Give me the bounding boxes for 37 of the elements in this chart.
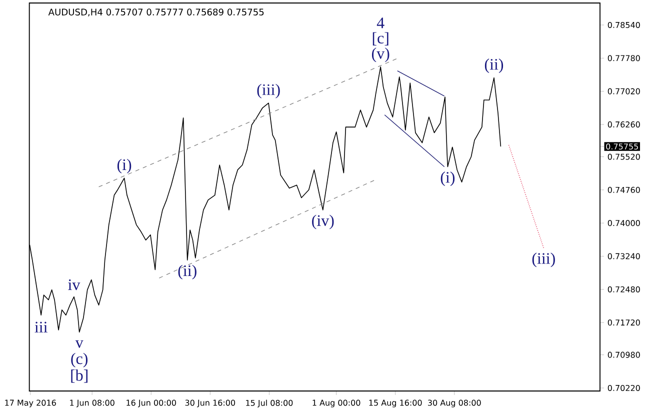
- y-tick-label: 0.70980: [608, 352, 640, 358]
- x-tick-label: 1 Jun 08:00: [70, 400, 114, 408]
- annotation: (iii): [532, 252, 555, 268]
- annotation: (c): [71, 352, 88, 368]
- annotation: 4: [376, 18, 384, 28]
- annotation: [c]: [372, 32, 388, 46]
- annotation: iii: [34, 322, 48, 332]
- y-tick-label: 0.77020: [608, 88, 640, 94]
- annotation: (i): [117, 158, 132, 174]
- x-tick-label: 16 Jun 00:00: [126, 400, 176, 408]
- x-tick-label: 30 Jun 16:00: [185, 400, 236, 408]
- annotation: (iv): [312, 214, 334, 230]
- y-tick-label: 0.74000: [608, 220, 640, 226]
- annotation: [b]: [71, 370, 88, 383]
- y-tick-label: 0.74760: [608, 186, 640, 193]
- y-tick-label: 0.77780: [608, 55, 640, 62]
- y-tick-label: 0.75755: [606, 143, 638, 150]
- x-tick-label: 30 Aug 08:00: [428, 400, 481, 408]
- annotation: (v): [372, 48, 390, 62]
- y-tick-label: 0.70220: [608, 384, 640, 391]
- y-tick-label: 0.73240: [608, 253, 640, 260]
- y-tick-label: 0.78540: [608, 22, 640, 28]
- y-tick-label: 0.72480: [608, 286, 640, 292]
- y-tick-label: 0.76260: [608, 121, 640, 128]
- annotation: (iii): [257, 84, 280, 98]
- x-tick-label: 17 May 2016: [5, 400, 56, 408]
- annotation: v: [75, 340, 84, 348]
- x-tick-label: 15 Aug 16:00: [369, 400, 422, 408]
- annotation: (ii): [484, 58, 504, 74]
- annotation: (ii): [178, 264, 196, 280]
- x-tick-label: 15 Jul 08:00: [246, 400, 293, 408]
- y-tick-label: 0.75520: [608, 154, 640, 160]
- x-tick-label: 1 Aug 00:00: [312, 400, 360, 408]
- annotation: iv: [68, 279, 80, 290]
- text: AUDUSD,H4 0.75707 0.75777 0.75689 0.75755: [48, 8, 264, 16]
- y-tick-label: 0.71720: [608, 320, 640, 326]
- annotation: (i): [440, 172, 455, 186]
